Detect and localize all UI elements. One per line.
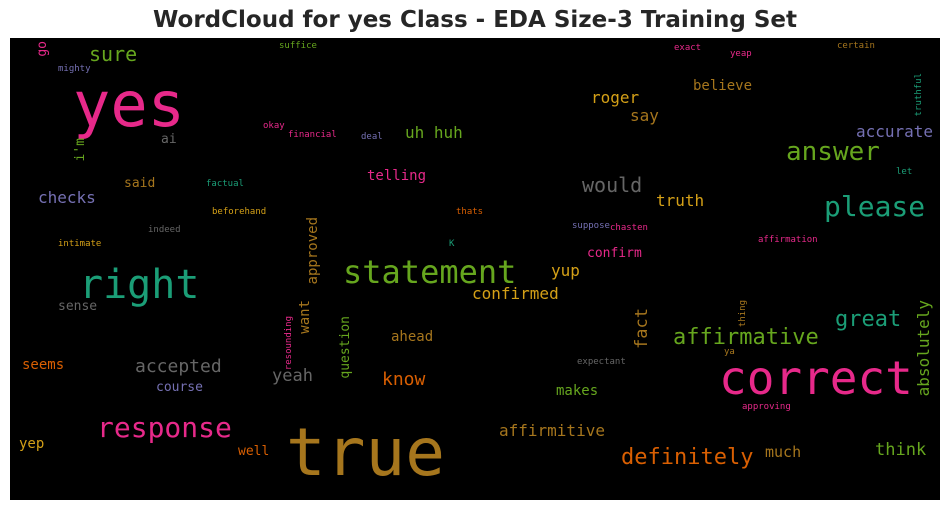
word-great: great bbox=[835, 307, 902, 332]
word-indeed: indeed bbox=[148, 225, 181, 235]
word-chasten: chasten bbox=[610, 223, 648, 233]
word-sure: sure bbox=[89, 42, 138, 66]
word-response: response bbox=[97, 411, 232, 444]
word-ahead: ahead bbox=[391, 329, 434, 345]
word-go: go bbox=[35, 41, 50, 57]
word-answer: answer bbox=[786, 137, 880, 167]
word-right: right bbox=[79, 262, 200, 308]
word-accurate: accurate bbox=[856, 122, 934, 141]
word-truthful: truthful bbox=[914, 73, 924, 117]
word-correct: correct bbox=[719, 351, 913, 405]
word-fact: fact bbox=[632, 308, 652, 349]
word-yeap: yeap bbox=[730, 49, 752, 59]
word-beforehand: beforehand bbox=[212, 207, 267, 217]
word-deal: deal bbox=[361, 132, 383, 142]
word-financial: financial bbox=[288, 130, 337, 140]
word-makes: makes bbox=[556, 383, 599, 399]
word-i-m: i'm bbox=[73, 138, 88, 162]
word-well: well bbox=[238, 444, 270, 459]
word-absolutely: absolutely bbox=[914, 300, 933, 397]
word-believe: believe bbox=[693, 78, 753, 94]
word-yes: yes bbox=[73, 68, 185, 141]
word-statement: statement bbox=[343, 253, 517, 291]
word-affirmative: affirmative bbox=[673, 325, 819, 350]
word-know: know bbox=[382, 369, 426, 390]
word-mighty: mighty bbox=[58, 64, 91, 74]
wordcloud-canvas: yes true correct right statement response plea… bbox=[10, 38, 940, 500]
word-thats: thats bbox=[456, 207, 484, 217]
word-checks: checks bbox=[38, 188, 96, 207]
word-want: want bbox=[297, 300, 313, 334]
word-confirmed: confirmed bbox=[472, 284, 559, 303]
word-resounding: resounding bbox=[284, 316, 294, 371]
word-yeah: yeah bbox=[272, 366, 313, 386]
word-would: would bbox=[582, 173, 643, 197]
word-thing: thing bbox=[738, 300, 748, 328]
word-say: say bbox=[630, 106, 659, 125]
word-definitely: definitely bbox=[621, 445, 754, 470]
word-yep: yep bbox=[19, 436, 45, 452]
word-think: think bbox=[875, 440, 927, 460]
word-okay: okay bbox=[263, 121, 285, 131]
word-ai: ai bbox=[161, 132, 177, 147]
word-said: said bbox=[124, 176, 156, 191]
word-exact: exact bbox=[674, 43, 702, 53]
word-suffice: suffice bbox=[279, 41, 317, 51]
word-please: please bbox=[824, 190, 926, 223]
word-question: question bbox=[338, 316, 353, 379]
word-yup: yup bbox=[551, 261, 580, 280]
word-suppose: suppose bbox=[572, 221, 610, 231]
word-roger: roger bbox=[591, 88, 640, 107]
word-approved: approved bbox=[305, 217, 321, 285]
word-certain: certain bbox=[837, 41, 875, 51]
word-sense: sense bbox=[58, 299, 98, 314]
word-true: true bbox=[286, 414, 445, 491]
word-expectant: expectant bbox=[577, 357, 626, 367]
word-let: let bbox=[896, 167, 913, 177]
word-confirm: confirm bbox=[587, 246, 642, 261]
word-course: course bbox=[156, 380, 203, 395]
word-affirmitive: affirmitive bbox=[499, 421, 605, 440]
word-factual: factual bbox=[206, 179, 244, 189]
word-approving: approving bbox=[742, 402, 791, 412]
word-much: much bbox=[765, 443, 802, 461]
word-seems: seems bbox=[22, 357, 65, 373]
word-ya: ya bbox=[724, 347, 735, 357]
word-telling: telling bbox=[367, 168, 427, 184]
word-truth: truth bbox=[656, 191, 705, 210]
word-intimate: intimate bbox=[58, 239, 102, 249]
figure-title: WordCloud for yes Class - EDA Size-3 Tra… bbox=[152, 7, 797, 33]
word-affirmation: affirmation bbox=[758, 235, 818, 245]
word-accepted: accepted bbox=[135, 356, 222, 377]
word-uh-huh: uh huh bbox=[405, 123, 463, 142]
word-k: K bbox=[449, 239, 455, 249]
